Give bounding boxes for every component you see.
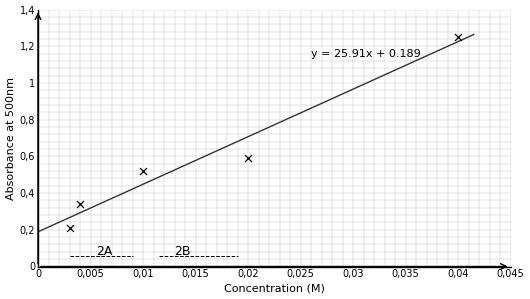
Point [139,169,147,173]
Point [454,35,462,39]
Point [65,225,74,230]
Y-axis label: Absorbance at 500nm: Absorbance at 500nm [5,77,15,199]
Text: 2B: 2B [174,245,191,257]
X-axis label: Concentration (M): Concentration (M) [224,283,325,293]
Text: 2A: 2A [96,245,112,257]
Point [244,156,252,161]
Point [76,202,84,207]
Text: y = 25.91x + 0.189: y = 25.91x + 0.189 [311,49,421,59]
